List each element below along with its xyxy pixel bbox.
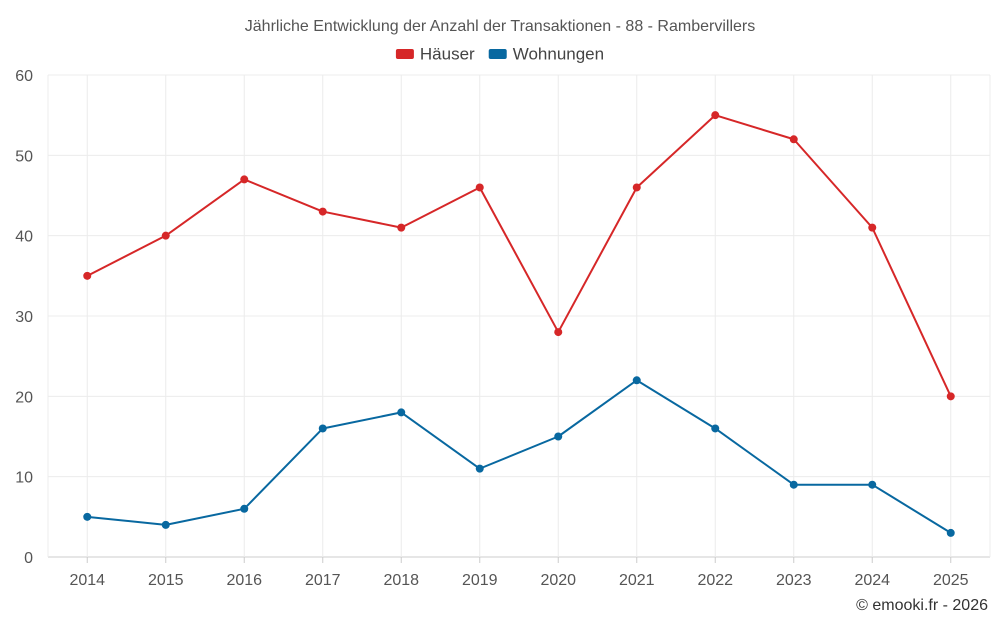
x-tick-label: 2016	[226, 572, 262, 589]
x-tick-label: 2015	[148, 572, 184, 589]
legend-item-haeuser[interactable]: Häuser	[395, 45, 475, 64]
x-tick-label: 2019	[462, 572, 498, 589]
data-point-wohnungen[interactable]	[711, 424, 720, 433]
x-tick-label: 2022	[697, 572, 733, 589]
x-tick-label: 2014	[69, 572, 105, 589]
data-point-haeuser[interactable]	[397, 223, 406, 232]
data-point-wohnungen[interactable]	[868, 480, 877, 489]
data-point-wohnungen[interactable]	[632, 376, 641, 385]
data-point-haeuser[interactable]	[946, 392, 955, 401]
y-tick-label: 20	[15, 389, 33, 406]
data-point-haeuser[interactable]	[161, 231, 170, 240]
x-tick-label: 2021	[619, 572, 655, 589]
series-haeuser	[83, 111, 955, 401]
data-point-haeuser[interactable]	[83, 271, 92, 280]
legend: Häuser Wohnungen	[395, 45, 604, 64]
data-point-wohnungen[interactable]	[83, 512, 92, 521]
series-line-wohnungen	[87, 379, 952, 534]
x-tick-label: 2025	[933, 572, 969, 589]
legend-label: Häuser	[420, 45, 475, 64]
data-point-wohnungen[interactable]	[475, 464, 484, 473]
y-tick-label: 40	[15, 229, 33, 246]
chart-title: Jährliche Entwicklung der Anzahl der Tra…	[245, 18, 755, 35]
x-axis: 2014 2015 2016 2017 2018 2019 2020 2021 2022 2023…	[69, 557, 969, 589]
y-tick-label: 0	[24, 550, 33, 567]
data-point-wohnungen[interactable]	[161, 520, 170, 529]
data-point-wohnungen[interactable]	[318, 424, 327, 433]
y-tick-label: 60	[15, 68, 33, 85]
data-point-haeuser[interactable]	[868, 223, 877, 232]
x-tick-label: 2017	[305, 572, 341, 589]
data-point-haeuser[interactable]	[318, 207, 327, 216]
data-point-wohnungen[interactable]	[946, 528, 955, 537]
data-point-haeuser[interactable]	[240, 175, 249, 184]
data-point-wohnungen[interactable]	[397, 408, 406, 417]
y-tick-label: 50	[15, 148, 33, 165]
x-tick-label: 2023	[776, 572, 812, 589]
y-axis: 0 10 20 30 40 50 60	[15, 68, 33, 567]
series-wohnungen	[83, 376, 955, 537]
series-group	[83, 111, 955, 537]
legend-item-wohnungen[interactable]: Wohnungen	[488, 45, 604, 64]
x-tick-label: 2024	[854, 572, 890, 589]
data-point-haeuser[interactable]	[711, 111, 720, 120]
data-point-haeuser[interactable]	[554, 328, 563, 337]
legend-label: Wohnungen	[513, 45, 604, 64]
grid	[47, 74, 991, 558]
data-point-wohnungen[interactable]	[554, 432, 563, 441]
y-tick-label: 30	[15, 309, 33, 326]
x-tick-label: 2020	[540, 572, 576, 589]
data-point-wohnungen[interactable]	[240, 504, 249, 513]
credit-text: © emooki.fr - 2026	[856, 597, 988, 614]
data-point-haeuser[interactable]	[632, 183, 641, 192]
data-point-haeuser[interactable]	[789, 135, 798, 144]
legend-swatch	[488, 49, 507, 59]
series-line-haeuser	[86, 114, 952, 397]
data-point-wohnungen[interactable]	[789, 480, 798, 489]
legend-swatch	[395, 49, 414, 59]
data-point-haeuser[interactable]	[475, 183, 484, 192]
y-tick-label: 10	[15, 470, 33, 487]
x-tick-label: 2018	[383, 572, 419, 589]
